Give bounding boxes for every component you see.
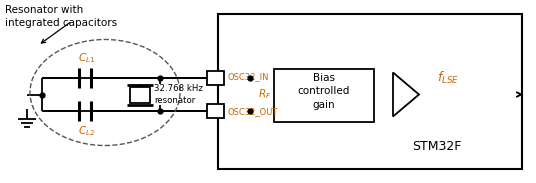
Text: $f_{LSE}$: $f_{LSE}$ [437,69,459,85]
Bar [130,87,150,102]
Bar [207,71,224,85]
Text: STM32F: STM32F [412,141,461,154]
Text: $C_{L2}$: $C_{L2}$ [78,124,95,138]
Text: OSC32_OUT: OSC32_OUT [227,107,277,117]
Text: OSC32_IN: OSC32_IN [227,72,269,81]
Text: $C_{L1}$: $C_{L1}$ [78,51,95,65]
Bar [218,14,522,169]
Text: 32.768 kHz
resonator: 32.768 kHz resonator [154,84,203,104]
Bar [274,69,374,122]
Bar [207,104,224,118]
Text: Bias
controlled
gain: Bias controlled gain [298,73,350,110]
Text: Resonator with
integrated capacitors: Resonator with integrated capacitors [5,5,117,28]
Text: $R_F$: $R_F$ [258,88,271,101]
